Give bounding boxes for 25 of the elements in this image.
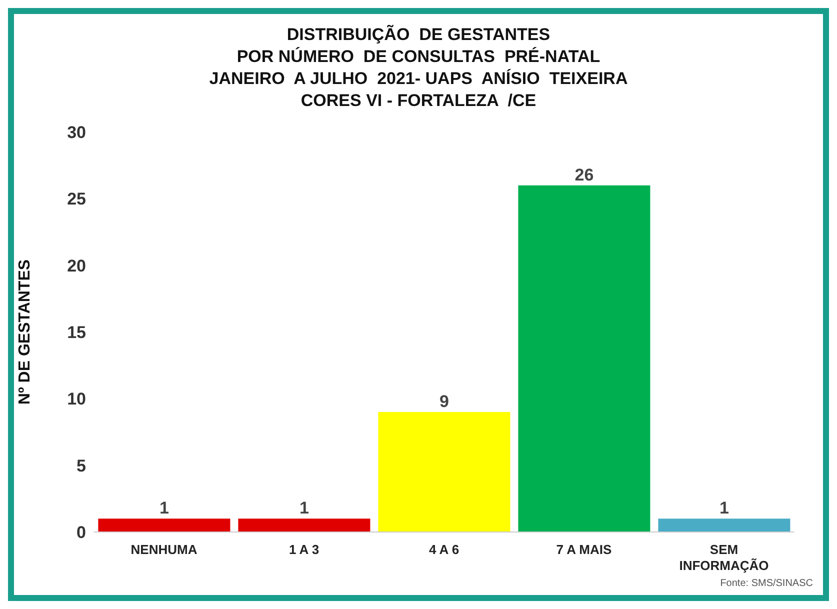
- y-tick-label: 20: [67, 256, 86, 276]
- data-label: 26: [574, 165, 594, 184]
- source-note: Fonte: SMS/SINASC: [720, 578, 813, 589]
- bar: [238, 518, 370, 532]
- bar: [658, 518, 790, 532]
- x-tick-label: 7 A MAIS: [556, 542, 612, 557]
- y-tick-label: 0: [76, 523, 86, 542]
- y-tick-label: 25: [67, 190, 86, 209]
- chart-title: DISTRIBUIÇÃO DE GESTANTES POR NÚMERO DE CONSULTAS PRÉ-NATAL JANEIRO A JULHO 2021- UAPS ANÍSIO TEIXEIRA CORES VI - FORTALEZA /CE: [208, 24, 629, 112]
- y-tick-label: 15: [67, 323, 86, 342]
- y-tick-label: 30: [67, 123, 86, 142]
- data-label: 1: [719, 498, 729, 518]
- bar: [378, 412, 510, 532]
- x-tick-label: SEM INFORMAÇÃO: [679, 542, 769, 573]
- y-tick-label: 5: [76, 456, 86, 476]
- data-label: 9: [439, 392, 449, 411]
- data-label: 1: [159, 498, 169, 518]
- data-label: 1: [299, 498, 309, 518]
- x-tick-label: NENHUMA: [130, 542, 198, 557]
- bar: [98, 518, 230, 532]
- bar: [518, 185, 650, 532]
- x-tick-label: 1 A 3: [288, 542, 320, 557]
- y-tick-label: 10: [67, 390, 86, 409]
- y-axis-title: Nº DE GESTANTES: [16, 259, 34, 405]
- x-tick-label: 4 A 6: [428, 542, 460, 557]
